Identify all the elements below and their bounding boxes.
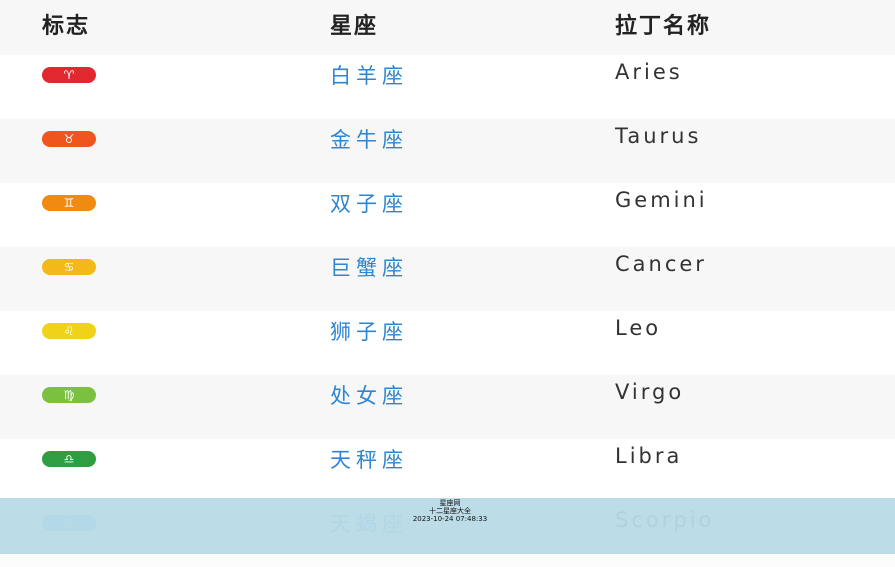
zodiac-name-link[interactable]: 狮子座: [330, 320, 408, 344]
latin-name: Cancer: [615, 252, 707, 276]
table-row[interactable]: ♈ 白羊座 Aries: [0, 55, 895, 119]
header-latin: 拉丁名称: [615, 14, 712, 39]
table-row[interactable]: ♍ 处女座 Virgo: [0, 375, 895, 439]
table-row[interactable]: ♎ 天秤座 Libra: [0, 439, 895, 503]
table-row[interactable]: ♉ 金牛座 Taurus: [0, 119, 895, 183]
taurus-icon: ♉: [42, 131, 96, 147]
latin-name: Libra: [615, 444, 683, 468]
latin-name: Taurus: [615, 124, 702, 148]
watermark-line: 2023-10-24 07:48:33: [412, 515, 488, 523]
latin-name: Virgo: [615, 380, 685, 404]
aries-icon: ♈: [42, 67, 96, 83]
latin-name: Aries: [615, 60, 683, 84]
bottom-overlay: [0, 498, 895, 554]
zodiac-name-link[interactable]: 金牛座: [330, 128, 408, 152]
leo-icon: ♌: [42, 323, 96, 339]
table-row[interactable]: ♊ 双子座 Gemini: [0, 183, 895, 247]
watermark-line: 星座网: [439, 499, 461, 507]
zodiac-name-link[interactable]: 天秤座: [330, 448, 408, 472]
table-row[interactable]: ♌ 狮子座 Leo: [0, 311, 895, 375]
latin-name: Gemini: [615, 188, 708, 212]
libra-icon: ♎: [42, 451, 96, 467]
table-row[interactable]: ♋ 巨蟹座 Cancer: [0, 247, 895, 311]
watermark: 星座网 十二星座大全 2023-10-24 07:48:33: [300, 499, 600, 523]
table-header: 标志 星座 拉丁名称: [0, 0, 895, 55]
zodiac-name-link[interactable]: 巨蟹座: [330, 256, 408, 280]
zodiac-name-link[interactable]: 双子座: [330, 192, 408, 216]
latin-name: Leo: [615, 316, 662, 340]
header-name: 星座: [330, 14, 379, 39]
cancer-icon: ♋: [42, 259, 96, 275]
watermark-line: 十二星座大全: [429, 507, 471, 515]
zodiac-name-link[interactable]: 白羊座: [330, 64, 408, 88]
header-sign: 标志: [42, 14, 91, 39]
zodiac-name-link[interactable]: 处女座: [330, 384, 408, 408]
virgo-icon: ♍: [42, 387, 96, 403]
gemini-icon: ♊: [42, 195, 96, 211]
